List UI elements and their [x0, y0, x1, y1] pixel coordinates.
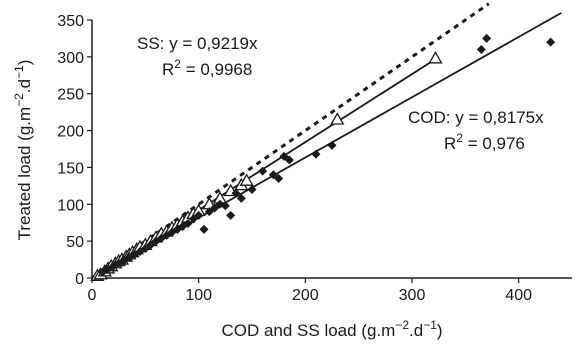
- y-tick-label: 200: [57, 124, 84, 141]
- cod-data-point: [183, 218, 193, 228]
- cod-data-point: [247, 185, 257, 195]
- cod-data-point: [274, 173, 284, 183]
- ss-data-point: [428, 51, 443, 64]
- cod-data-point: [226, 210, 236, 220]
- ss-data-point: [330, 112, 345, 125]
- cod-data-point: [199, 224, 209, 234]
- cod-data-point: [146, 240, 156, 250]
- y-tick-label: 50: [66, 234, 84, 251]
- y-tick-label: 350: [57, 13, 84, 30]
- cod-data-point: [258, 166, 268, 176]
- cod-data-point: [279, 151, 289, 161]
- cod-data-point: [188, 214, 198, 224]
- cod-annotation: COD: y = 0,8175x R2 = 0,976: [408, 108, 544, 153]
- data-points: [90, 33, 556, 281]
- x-tick-label: 300: [399, 287, 426, 304]
- plot-area: 0 100 200 300 400 0 50 100 150 200 250 300 350: [57, 2, 572, 304]
- cod-data-point: [119, 255, 129, 265]
- x-axis-title: COD and SS load (g.m−2.d−1): [221, 318, 442, 340]
- y-ticks: 0 50 100 150 200 250 300 350: [57, 13, 92, 288]
- cod-data-point: [236, 193, 246, 203]
- cod-data-point: [476, 44, 486, 54]
- ss-equation: SS: y = 0,9219x: [137, 34, 258, 53]
- ss-r-squared: R2 = 0,9968: [162, 57, 252, 79]
- cod-data-point: [268, 170, 278, 180]
- ss-data-point: [239, 173, 254, 186]
- cod-data-point: [482, 33, 492, 43]
- y-tick-label: 100: [57, 197, 84, 214]
- cod-data-point: [546, 37, 556, 47]
- cod-data-point: [204, 207, 214, 217]
- cod-data-point: [220, 201, 230, 211]
- y-tick-label: 0: [75, 271, 84, 288]
- x-tick-label: 100: [185, 287, 212, 304]
- cod-data-point: [311, 149, 321, 159]
- x-tick-label: 0: [88, 287, 97, 304]
- cod-r-squared: R2 = 0,976: [444, 131, 525, 153]
- y-tick-label: 250: [57, 87, 84, 104]
- cod-data-point: [327, 140, 337, 150]
- x-tick-label: 200: [292, 287, 319, 304]
- cod-equation: COD: y = 0,8175x: [408, 108, 544, 127]
- y-tick-label: 300: [57, 50, 84, 67]
- y-tick-label: 150: [57, 160, 84, 177]
- y-axis-title: Treated load (g.m−2.d−1): [12, 60, 34, 241]
- x-ticks: 0 100 200 300 400: [88, 278, 532, 304]
- cod-data-point: [194, 210, 204, 220]
- cod-data-point: [284, 155, 294, 165]
- cod-data-point: [210, 203, 220, 213]
- cod-data-point: [140, 244, 150, 254]
- ss-annotation: SS: y = 0,9219x R2 = 0,9968: [137, 34, 258, 79]
- x-tick-label: 400: [505, 287, 532, 304]
- cod-data-point: [231, 188, 241, 198]
